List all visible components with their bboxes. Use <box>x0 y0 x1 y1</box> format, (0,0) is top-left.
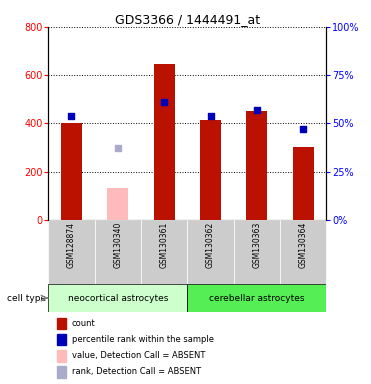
Bar <box>246 111 267 220</box>
Bar <box>107 189 128 220</box>
Point <box>301 126 306 132</box>
Bar <box>141 220 187 284</box>
Title: GDS3366 / 1444491_at: GDS3366 / 1444491_at <box>115 13 260 26</box>
Point <box>69 113 75 119</box>
Bar <box>61 123 82 220</box>
Bar <box>154 64 175 220</box>
Point <box>254 107 260 113</box>
Bar <box>56 366 66 377</box>
Text: GSM130362: GSM130362 <box>206 222 215 268</box>
Bar <box>56 350 66 361</box>
Bar <box>280 220 326 284</box>
Bar <box>48 220 95 284</box>
Bar <box>56 318 66 329</box>
Text: GSM130364: GSM130364 <box>299 222 308 268</box>
Text: neocortical astrocytes: neocortical astrocytes <box>68 294 168 303</box>
Bar <box>95 220 141 284</box>
Text: GSM128874: GSM128874 <box>67 222 76 268</box>
Text: value, Detection Call = ABSENT: value, Detection Call = ABSENT <box>72 351 205 360</box>
Text: GSM130363: GSM130363 <box>252 222 262 268</box>
Bar <box>200 120 221 220</box>
Text: cerebellar astrocytes: cerebellar astrocytes <box>209 294 305 303</box>
Bar <box>56 334 66 346</box>
Bar <box>187 220 234 284</box>
Text: GSM130340: GSM130340 <box>113 222 122 268</box>
Point <box>161 99 167 105</box>
Text: percentile rank within the sample: percentile rank within the sample <box>72 335 214 344</box>
Text: rank, Detection Call = ABSENT: rank, Detection Call = ABSENT <box>72 367 201 376</box>
Text: GSM130361: GSM130361 <box>160 222 169 268</box>
Point <box>115 146 121 152</box>
Text: count: count <box>72 319 96 328</box>
Bar <box>234 220 280 284</box>
Point <box>208 113 214 119</box>
Bar <box>187 284 326 312</box>
Bar <box>48 284 187 312</box>
Text: cell type: cell type <box>7 294 46 303</box>
Bar <box>293 147 314 220</box>
